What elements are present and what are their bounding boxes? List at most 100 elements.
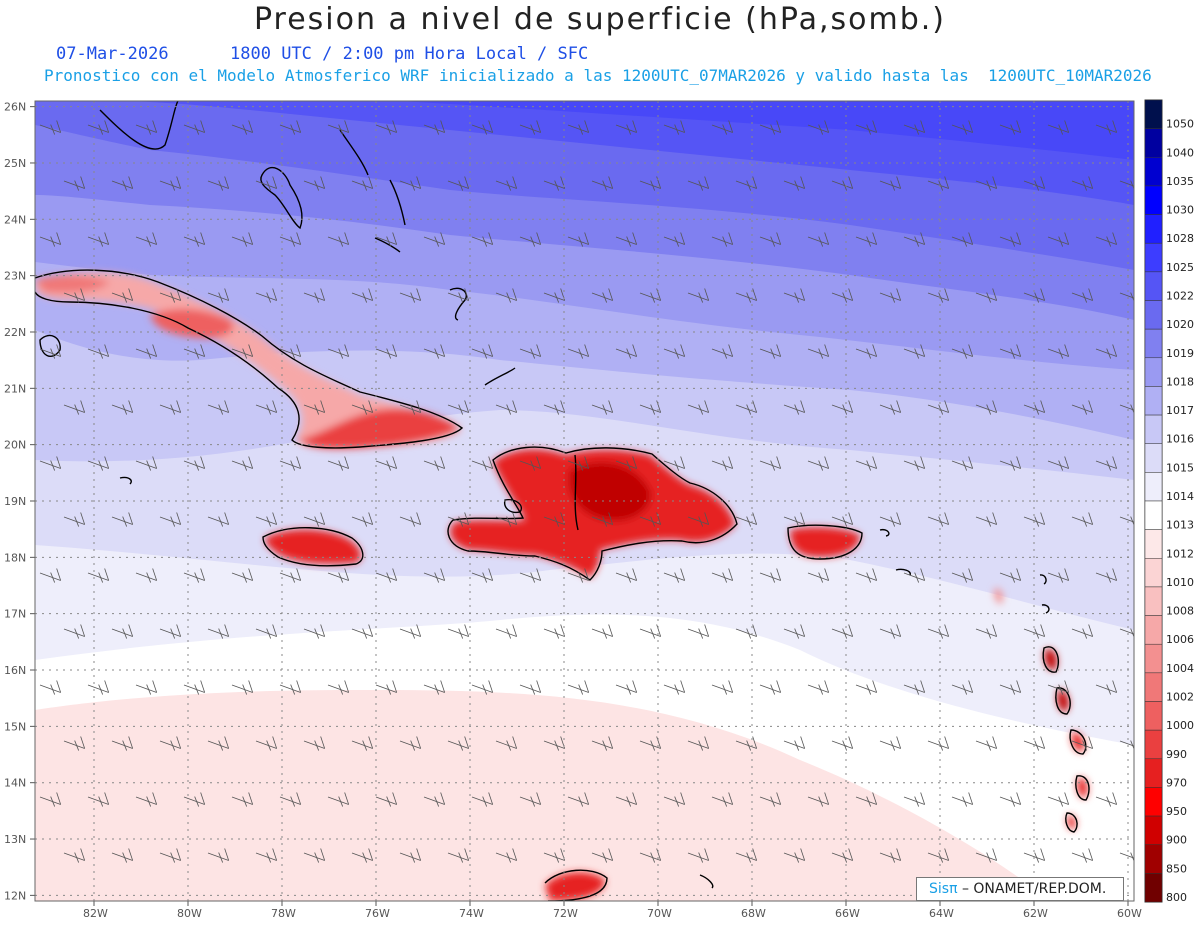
wind-barb	[63, 512, 86, 527]
wind-barb	[567, 232, 590, 247]
wind-barb	[207, 736, 230, 751]
wind-barb	[423, 568, 446, 583]
wind-barb	[687, 176, 710, 191]
legend-label: 1014	[1166, 490, 1194, 503]
wind-barb	[519, 680, 542, 695]
wind-barb	[111, 512, 134, 527]
wind-barb	[39, 120, 62, 135]
wind-barb	[375, 232, 398, 247]
wind-barb	[1023, 288, 1046, 303]
lon-label: 80W	[177, 907, 202, 920]
wind-barb	[63, 624, 86, 639]
wind-barb	[375, 680, 398, 695]
wind-barb	[759, 680, 782, 695]
legend-label: 800	[1166, 891, 1187, 904]
wind-barb	[1095, 232, 1118, 247]
wind-barb	[519, 792, 542, 807]
legend-swatch	[1144, 729, 1163, 760]
lon-label: 78W	[271, 907, 296, 920]
legend-swatch	[1144, 529, 1163, 559]
wind-barb	[255, 624, 278, 639]
wind-barb	[975, 848, 998, 863]
wind-barb	[1071, 848, 1094, 863]
wind-barb	[567, 680, 590, 695]
wind-barb	[375, 568, 398, 583]
wind-barb	[903, 120, 926, 135]
wind-barb	[423, 792, 446, 807]
wind-barb	[567, 344, 590, 359]
wind-barb	[111, 400, 134, 415]
legend-label: 1006	[1166, 633, 1194, 646]
legend-label: 990	[1166, 748, 1187, 761]
wind-barb	[1047, 680, 1070, 695]
legend-label: 1025	[1166, 261, 1194, 274]
wind-barb	[1023, 848, 1046, 863]
wind-barb	[975, 288, 998, 303]
wind-barb	[351, 736, 374, 751]
wind-barb	[39, 792, 62, 807]
wind-barb	[639, 624, 662, 639]
wind-barb	[495, 512, 518, 527]
wind-barb	[855, 456, 878, 471]
wind-barb	[399, 848, 422, 863]
wind-barb	[207, 512, 230, 527]
wind-barb	[375, 344, 398, 359]
wind-barb	[399, 288, 422, 303]
wind-barb	[999, 680, 1022, 695]
legend-swatch	[1144, 615, 1163, 645]
legend-swatch	[1144, 844, 1163, 874]
wind-barb	[183, 344, 206, 359]
wind-barb	[279, 232, 302, 247]
wind-barb	[303, 624, 326, 639]
wind-barb	[663, 344, 686, 359]
credit-box: Sisπ – ONAMET/REP.DOM.	[916, 877, 1124, 901]
legend-swatch	[1144, 873, 1163, 903]
wind-barb	[183, 568, 206, 583]
wind-barb	[999, 344, 1022, 359]
wind-barb	[951, 120, 974, 135]
wind-barb	[495, 288, 518, 303]
legend-label: 1000	[1166, 719, 1194, 732]
wind-barb	[663, 680, 686, 695]
wind-barb	[951, 344, 974, 359]
wind-barb	[1071, 176, 1094, 191]
wind-barb	[927, 400, 950, 415]
wind-barb	[495, 624, 518, 639]
legend-label: 950	[1166, 805, 1187, 818]
wind-barb	[879, 400, 902, 415]
legend-label: 1035	[1166, 175, 1194, 188]
wind-barb	[735, 400, 758, 415]
wind-barb	[519, 120, 542, 135]
wind-barb	[423, 344, 446, 359]
wind-barb	[759, 456, 782, 471]
wind-barb	[975, 176, 998, 191]
lat-lon-grid	[30, 101, 1134, 906]
wind-barb	[711, 680, 734, 695]
wind-barb	[63, 736, 86, 751]
wind-barb	[687, 400, 710, 415]
wind-barb	[39, 568, 62, 583]
wind-barb	[255, 176, 278, 191]
wind-barb	[327, 568, 350, 583]
wind-barb	[351, 848, 374, 863]
wind-barb	[231, 232, 254, 247]
model-info: Pronostico con el Modelo Atmosferico WRF…	[44, 66, 1152, 85]
wind-barb	[135, 120, 158, 135]
wind-barb	[183, 680, 206, 695]
wind-barb	[903, 456, 926, 471]
wind-barb	[879, 512, 902, 527]
wind-barb	[231, 792, 254, 807]
map-frame	[34, 100, 1135, 902]
wind-barb	[519, 344, 542, 359]
wind-barb	[87, 568, 110, 583]
wind-barb	[327, 120, 350, 135]
wind-barb	[399, 736, 422, 751]
wind-barb	[783, 400, 806, 415]
wind-barb	[975, 736, 998, 751]
lon-label: 68W	[741, 907, 766, 920]
wind-barb	[399, 400, 422, 415]
wind-barb	[39, 456, 62, 471]
wind-barb	[591, 512, 614, 527]
wind-barb	[519, 568, 542, 583]
wind-barb	[999, 232, 1022, 247]
